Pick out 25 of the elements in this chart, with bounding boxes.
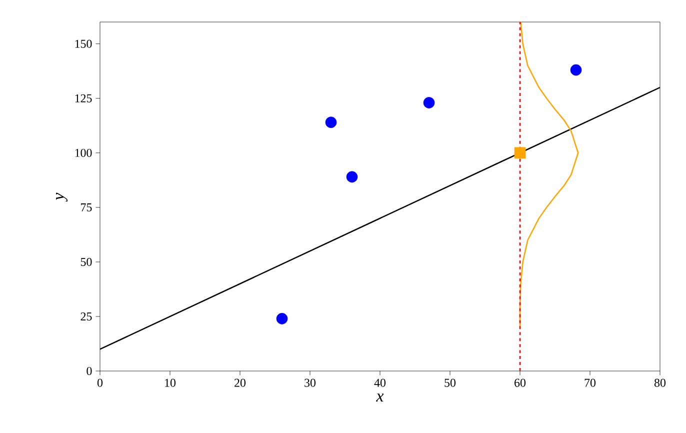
x-tick-label: 80 — [654, 378, 666, 387]
x-tick-label: 60 — [514, 378, 526, 387]
y-axis-title: y — [56, 192, 68, 202]
x-tick-label: 10 — [165, 378, 176, 387]
x-tick-label: 40 — [374, 378, 386, 387]
x-tick-label: 30 — [304, 378, 316, 387]
y-tick-label: 150 — [75, 40, 92, 48]
point — [276, 312, 288, 324]
y-tick-label: 100 — [75, 148, 92, 157]
x-tick-label: 50 — [444, 378, 456, 387]
point — [423, 97, 435, 108]
point — [346, 171, 358, 183]
point — [514, 147, 526, 159]
y-tick-label: 0 — [86, 366, 92, 376]
y-tick-label: 50 — [80, 258, 92, 266]
x-tick-label: 0 — [97, 378, 103, 387]
x-axis-title: x — [376, 394, 384, 402]
y-tick-label: 75 — [81, 203, 92, 212]
y-tick-label: 125 — [75, 94, 92, 102]
line-series — [519, 22, 579, 328]
x-tick-label: 70 — [584, 378, 596, 387]
x-tick-label: 20 — [234, 378, 246, 387]
point — [570, 64, 582, 76]
point — [325, 116, 337, 128]
y-tick-label: 25 — [80, 312, 92, 320]
